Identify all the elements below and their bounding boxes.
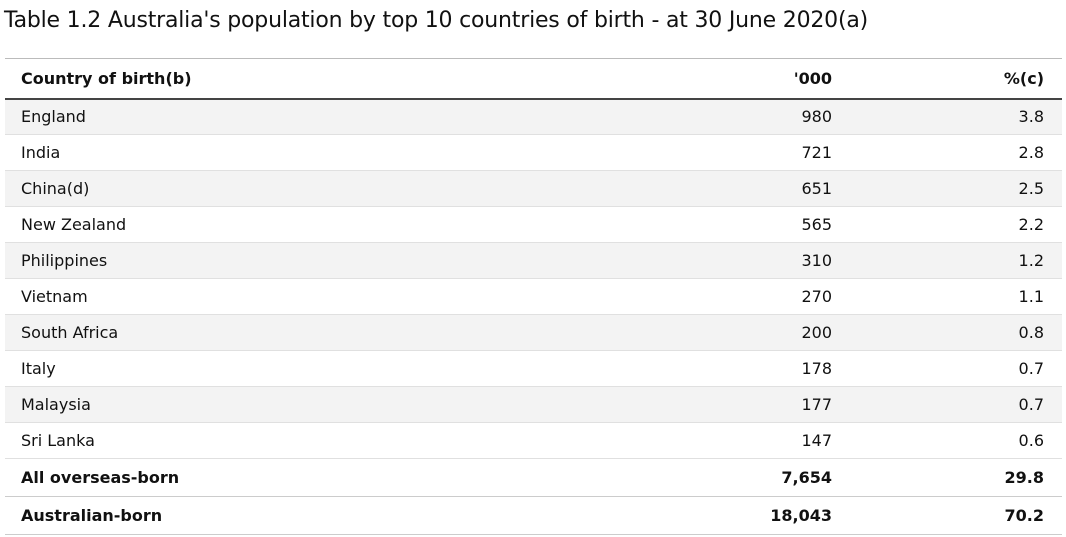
cell: 721 [801,143,832,162]
table-body: England 980 3.8 India 721 2.8 China(d) 651 2.5 Ne… [5,98,1062,535]
body-row: South Africa 200 0.8 [5,314,1062,351]
cell: 310 [801,251,832,270]
column-header: '000 [793,68,832,88]
cell: 270 [801,287,832,306]
cell: South Africa [21,323,119,342]
column-header: Country of birth(b) [21,68,192,88]
cell: 0.7 [1018,395,1044,414]
cell: 2.8 [1018,143,1044,162]
cell: 3.8 [1018,107,1044,127]
cell: 1.2 [1018,251,1044,270]
cell: 2.5 [1018,179,1044,198]
cell: 0.6 [1018,431,1044,450]
cell: 1.1 [1018,287,1044,306]
body-row: China(d) 651 2.5 [5,170,1062,207]
body-row: New Zealand 565 2.2 [5,207,1062,243]
cell: 2.2 [1018,215,1044,234]
cell: Italy [21,359,56,378]
cell: 147 [801,431,832,450]
body-row: Philippines 310 1.2 [5,242,1062,279]
cell: 70.2 [1004,506,1044,525]
cell: 7,654 [781,468,832,487]
header-row: Country of birth(b) '000 %(c) [5,58,1062,99]
cell: 0.8 [1018,323,1044,342]
cell: 18,043 [770,506,832,525]
body-row: Sri Lanka 147 0.6 [5,423,1062,459]
summary-row: Australian-born 18,043 70.2 [5,497,1062,535]
body-row: India 721 2.8 [5,135,1062,171]
table-head: Country of birth(b) '000 %(c) [5,58,1062,99]
cell: New Zealand [21,215,127,234]
cell: 651 [801,179,832,198]
table-title: Table 1.2 Australia's population by top … [4,8,869,33]
cell: 178 [801,359,832,378]
cell: 0.7 [1018,359,1044,378]
cell: England [21,107,86,127]
data-table: Country of birth(b) '000 %(c) England 980 3.… [5,58,1062,535]
cell: All overseas-born [21,468,180,487]
cell: India [21,143,61,162]
cell: 980 [801,107,832,127]
column-header: %(c) [1003,68,1044,88]
cell: 177 [801,395,832,414]
cell: 29.8 [1004,468,1044,487]
body-row: Vietnam 270 1.1 [5,279,1062,315]
body-row: Italy 178 0.7 [5,351,1062,387]
cell: Vietnam [21,287,88,306]
cell: 200 [801,323,832,342]
cell: Sri Lanka [21,431,95,450]
summary-row: All overseas-born 7,654 29.8 [5,459,1062,497]
body-row: England 980 3.8 [5,98,1062,135]
cell: Philippines [21,251,108,270]
cell: Malaysia [21,395,91,414]
body-row: Malaysia 177 0.7 [5,386,1062,423]
cell: China(d) [21,179,90,198]
cell: 565 [801,215,832,234]
cell: Australian-born [21,506,163,525]
